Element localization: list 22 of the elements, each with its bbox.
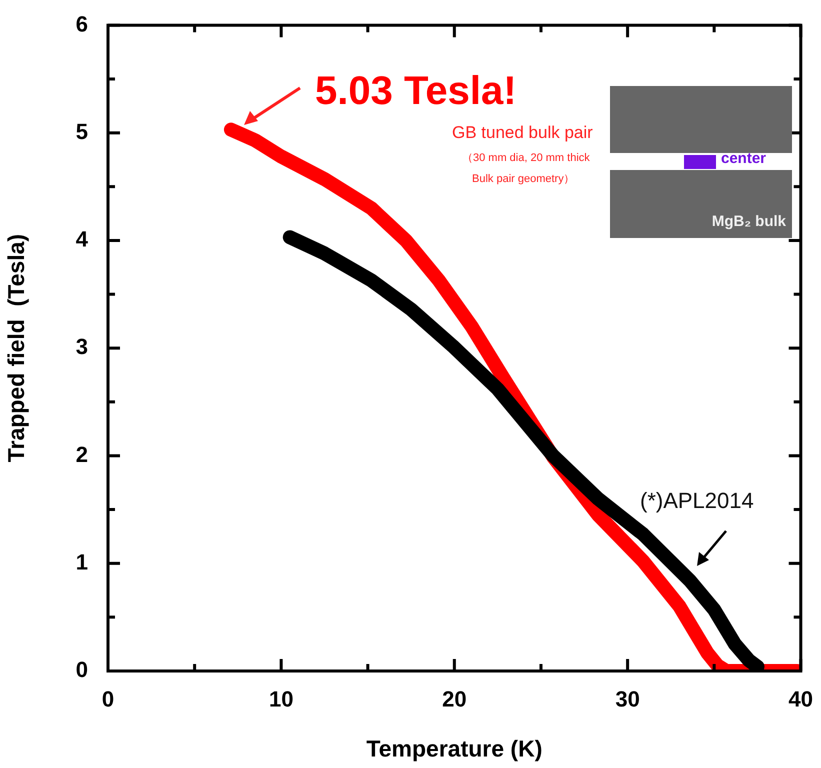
x-axis-title: Temperature (K)	[366, 736, 542, 762]
annotation: 5.03 Tesla!	[315, 69, 517, 113]
y-tick-label: 3	[76, 334, 88, 360]
y-tick-label: 0	[76, 657, 88, 682]
annotation: (*)APL2014	[640, 488, 754, 513]
y-tick-label: 5	[76, 118, 88, 144]
annotation: Bulk pair geometry）	[472, 173, 575, 185]
x-tick-label: 30	[615, 686, 640, 712]
x-tick-label: 0	[102, 686, 114, 712]
y-tick-label: 4	[76, 226, 89, 252]
y-tick-label: 1	[76, 549, 88, 574]
annotation: GB tuned bulk pair	[452, 123, 594, 142]
x-tick-label: 20	[442, 686, 467, 712]
annotation: center	[721, 150, 766, 167]
bulk-pair-diagram: center MgB₂ bulk	[610, 86, 792, 238]
x-tick-label: 40	[788, 686, 814, 712]
annotation: MgB₂ bulk	[712, 213, 786, 230]
y-axis-title: Trapped field (Tesla)	[3, 234, 30, 462]
annotation: （30 mm dia, 20 mm thick	[462, 152, 590, 164]
y-tick-label: 2	[76, 442, 88, 467]
x-tick-label: 10	[268, 686, 294, 712]
y-tick-label: 6	[76, 11, 88, 36]
